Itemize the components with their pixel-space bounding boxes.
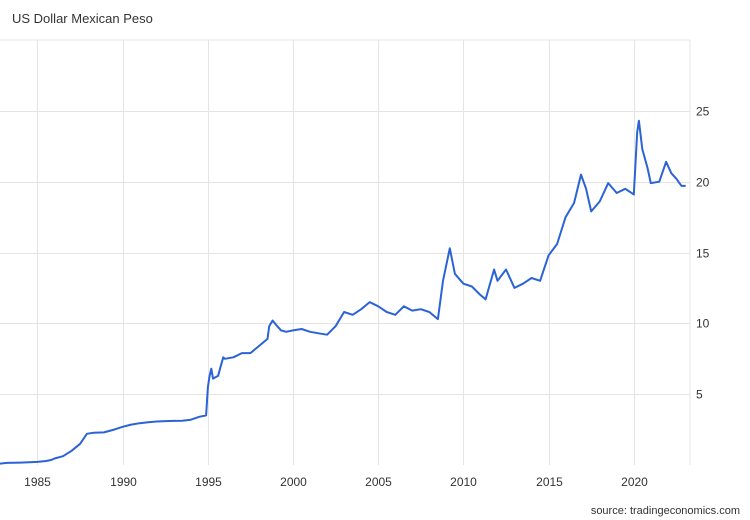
gridlines	[0, 39, 691, 465]
x-tick-label-2020: 2020	[621, 475, 648, 489]
series-line-0	[0, 119, 686, 465]
source-credit: source: tradingeconomics.com	[590, 505, 740, 517]
chart-title: US Dollar Mexican Peso	[12, 11, 153, 26]
y-tick-label-15: 15	[696, 247, 710, 261]
x-tick-label-1995: 1995	[195, 475, 222, 489]
x-tick-label-2015: 2015	[536, 475, 563, 489]
y-tick-label-10: 10	[696, 317, 710, 331]
x-tick-label-2000: 2000	[280, 475, 307, 489]
x-tick-label-1990: 1990	[110, 475, 137, 489]
x-tick-label-2010: 2010	[450, 475, 477, 489]
series-line-layer	[0, 119, 686, 465]
x-axis-ticks: 1985 1990 1995 2000 2005 2010 2015 2020	[24, 475, 648, 489]
x-tick-label-2005: 2005	[365, 475, 392, 489]
y-tick-label-25: 25	[696, 105, 710, 119]
y-axis-ticks: 5 10 15 20 25	[696, 105, 710, 402]
y-tick-label-5: 5	[696, 388, 703, 402]
x-tick-label-1985: 1985	[24, 475, 51, 489]
y-tick-label-20: 20	[696, 176, 710, 190]
